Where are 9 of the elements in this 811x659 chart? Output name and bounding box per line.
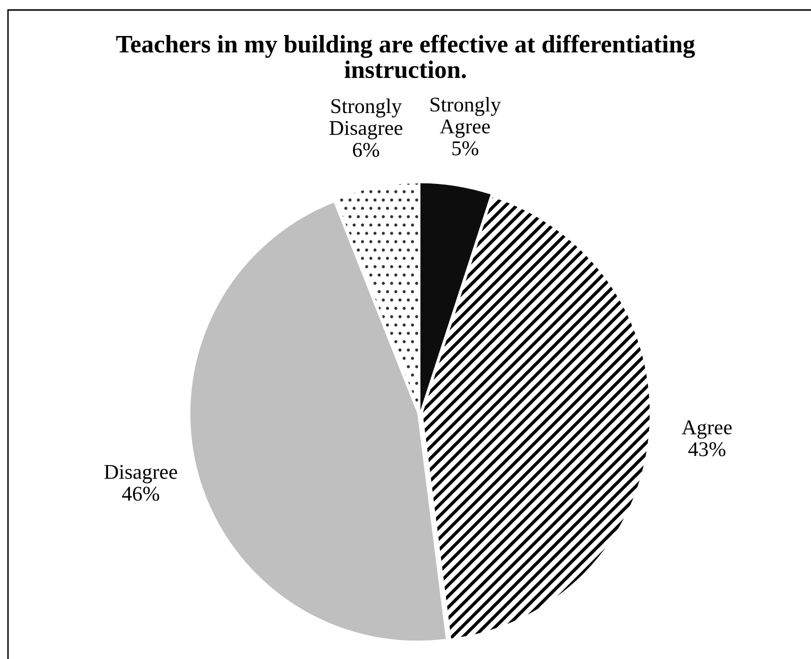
slice-label: Agree xyxy=(682,420,732,439)
data-label: 5% xyxy=(452,141,478,156)
slice-label: Strongly Disagree xyxy=(330,98,402,140)
data-label: 6% xyxy=(352,142,380,157)
data-label: 46% xyxy=(122,486,160,501)
slice-label: Disagree xyxy=(104,464,178,484)
chart-title: Teachers in my building are effective at differentiating instruction. xyxy=(116,34,695,78)
data-label: 43% xyxy=(688,442,726,456)
slice-label: Strongly Agree xyxy=(430,96,501,138)
